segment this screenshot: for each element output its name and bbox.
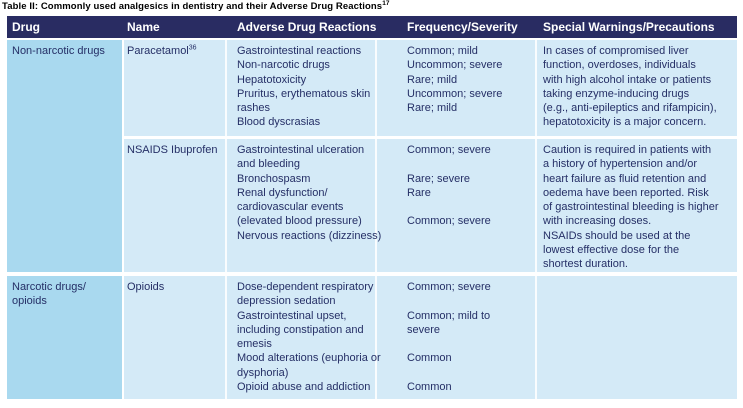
column-divider [375, 276, 377, 399]
adverse-reaction-line: Nervous reactions (dizziness) [237, 229, 382, 242]
frequency-severity-line: Common; severe [407, 215, 491, 228]
table-caption-text: Table II: Commonly used analgesics in de… [2, 1, 383, 12]
analgesics-table: Drug Name Adverse Drug Reactions Frequen… [7, 16, 737, 399]
table-caption: Table II: Commonly used analgesics in de… [2, 0, 390, 12]
adverse-reaction-line: Opioid abuse and addiction [237, 381, 371, 394]
warning-precaution-line: (e.g., anti-epileptics and rifampicin), [543, 102, 717, 115]
warning-precaution-line: hepatotoxicity is a major concern. [543, 116, 707, 129]
warning-precaution-line: oedema have been reported. Risk [543, 186, 709, 199]
warning-precaution-line: with increasing doses. [543, 215, 652, 228]
column-divider [535, 139, 537, 272]
header-drug: Drug [12, 20, 40, 34]
column-divider [375, 139, 377, 272]
drug-name: Paracetamol36 [127, 44, 197, 57]
adverse-reaction-line: Dose-dependent respiratory [237, 281, 374, 293]
adverse-reaction-line: Non-narcotic drugs [237, 59, 330, 72]
drug-name: Opioids [127, 281, 165, 293]
warning-precaution-line: function, overdoses, individuals [543, 59, 696, 72]
frequency-severity-line: severe [407, 323, 441, 336]
frequency-severity-line: Common; mild to [407, 309, 491, 322]
adverse-reaction-line: (elevated blood pressure) [237, 215, 362, 228]
name-cell: Opioids [127, 280, 164, 294]
frequency-severity-cell: Common; severe Rare; severe Rare Common; … [407, 143, 491, 229]
adverse-reaction-line: Gastrointestinal upset, [237, 309, 347, 322]
warning-precaution-line: NSAIDs should be used at the [543, 229, 691, 242]
table-row: Paracetamol36 Gastrointestinal reactions N… [124, 40, 737, 136]
adverse-reaction-line: Gastrointestinal ulceration [237, 144, 365, 156]
adverse-reaction-line: Pruritus, erythematous skin [237, 87, 371, 100]
frequency-severity-line: Rare; mild [407, 73, 458, 86]
table-row: Opioids Dose-dependent respiratory depress… [124, 276, 737, 399]
column-divider [225, 40, 227, 136]
adverse-reaction-cell: Dose-dependent respiratory depression sed… [237, 280, 381, 394]
drug-group-label-line: opioids [12, 295, 47, 308]
frequency-severity-line: Common; mild [407, 45, 478, 57]
adverse-reaction-line: Hepatotoxicity [237, 73, 307, 86]
header-name: Name [127, 20, 160, 34]
adverse-reaction-cell: Gastrointestinal reactions Non-narcotic d… [237, 44, 370, 130]
frequency-severity-cell: Common; severe Common; mild to severe Com… [407, 280, 491, 394]
header-frequency-severity: Frequency/Severity [407, 20, 518, 34]
frequency-severity-line [407, 157, 491, 171]
adverse-reaction-line: depression sedation [237, 295, 336, 308]
frequency-severity-line: Common [407, 381, 452, 394]
warning-precaution-line: a history of hypertension and/or [543, 158, 698, 171]
frequency-severity-line: Rare [407, 186, 431, 199]
table-header-row: Drug Name Adverse Drug Reactions Frequen… [7, 16, 737, 38]
column-divider [225, 139, 227, 272]
frequency-severity-line: Uncommon; severe [407, 59, 503, 72]
drug-name: NSAIDS Ibuprofen [127, 144, 218, 156]
frequency-severity-line: Uncommon; severe [407, 87, 503, 100]
drug-group-cell: Narcotic drugs/opioids [7, 276, 122, 399]
frequency-severity-line: Common; severe [407, 281, 491, 293]
frequency-severity-line: Common; severe [407, 144, 491, 156]
warning-precaution-line: In cases of compromised liver [543, 45, 689, 57]
name-cell: Paracetamol36 [127, 44, 197, 58]
adverse-reaction-line: Renal dysfunction/ [237, 186, 328, 199]
adverse-reaction-line: Gastrointestinal reactions [237, 45, 362, 57]
adverse-reaction-line: emesis [237, 338, 272, 351]
column-divider [375, 40, 377, 136]
frequency-severity-line: Common [407, 352, 452, 365]
adverse-reaction-line: Bronchospasm [237, 172, 311, 185]
warning-precaution-line: shortest duration. [543, 258, 628, 271]
adverse-reaction-line: cardiovascular events [237, 201, 344, 214]
frequency-severity-line [407, 200, 491, 214]
caption-reference-superscript: 17 [382, 0, 390, 7]
frequency-severity-cell: Common; mild Uncommon; severe Rare; mild Un… [407, 44, 502, 115]
adverse-reaction-line: including constipation and [237, 323, 364, 336]
drug-group-cell: Non-narcotic drugs [7, 40, 122, 272]
warning-precaution-cell: In cases of compromised liver function, o… [543, 44, 717, 130]
adverse-reaction-cell: Gastrointestinal ulceration and bleeding B… [237, 143, 381, 243]
warning-precaution-line: lowest effective dose for the [543, 244, 680, 257]
adverse-reaction-line: dysphoria) [237, 366, 289, 379]
frequency-severity-line: Rare; severe [407, 172, 470, 185]
header-adverse-drug-reactions: Adverse Drug Reactions [237, 20, 377, 34]
table-row: NSAIDS Ibuprofen Gastrointestinal ulcerat… [124, 139, 737, 272]
adverse-reaction-line: Blood dyscrasias [237, 116, 321, 129]
column-divider [225, 276, 227, 399]
frequency-severity-line [407, 366, 491, 380]
adverse-reaction-line: rashes [237, 102, 271, 115]
name-cell: NSAIDS Ibuprofen [127, 143, 218, 157]
drug-group-label-line: Non-narcotic drugs [12, 45, 105, 57]
frequency-severity-line: Rare; mild [407, 102, 458, 115]
drug-group-label-line: Narcotic drugs/ [12, 281, 86, 293]
warning-precaution-line: taking enzyme-inducing drugs [543, 87, 690, 100]
warning-precaution-line: Caution is required in patients with [543, 144, 712, 156]
warning-precaution-line: heart failure as fluid retention and [543, 172, 707, 185]
warning-precaution-line: of gastrointestinal bleeding is higher [543, 201, 719, 214]
column-divider [535, 276, 537, 399]
column-divider [535, 40, 537, 136]
warning-precaution-cell: Caution is required in patients with a hi… [543, 143, 719, 272]
frequency-severity-line [407, 337, 491, 351]
name-reference-superscript: 36 [188, 44, 197, 52]
table-body: Non-narcotic drugs Paracetamol36 Gastroint… [7, 40, 737, 399]
warning-precaution-line: with high alcohol intake or patients [543, 73, 712, 86]
frequency-severity-line [407, 294, 491, 308]
adverse-reaction-line: Mood alterations (euphoria or [237, 352, 381, 365]
adverse-reaction-line: and bleeding [237, 158, 301, 171]
header-special-warnings: Special Warnings/Precautions [543, 20, 715, 34]
